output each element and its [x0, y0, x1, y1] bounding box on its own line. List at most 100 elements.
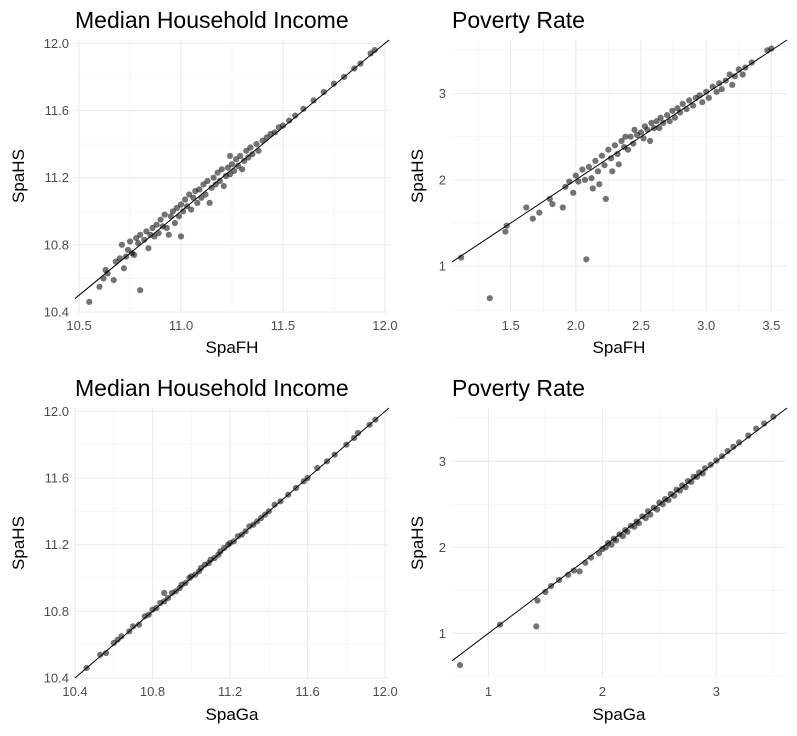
x-tick-label: 11.5: [271, 318, 295, 333]
data-point: [118, 241, 125, 248]
data-point: [676, 487, 684, 494]
data-point: [703, 88, 710, 95]
data-point: [137, 231, 144, 238]
data-point: [204, 177, 211, 185]
data-point: [177, 201, 185, 208]
data-point: [182, 196, 189, 203]
x-tick-label: 2: [599, 684, 606, 699]
data-point: [271, 501, 278, 508]
x-tick-label: 11.2: [218, 684, 242, 699]
data-point: [131, 251, 138, 258]
y-tick-label: 12.0: [44, 36, 69, 51]
data-point: [624, 528, 631, 535]
panel-income-spaga: Median Household Income SpaGa SpaHS 10.4…: [9, 375, 398, 724]
data-point: [165, 231, 172, 238]
y-tick-label: 2: [439, 540, 446, 555]
data-point: [271, 129, 278, 136]
data-point: [730, 443, 737, 450]
y-tick-label: 3: [439, 86, 446, 101]
data-point: [163, 224, 170, 232]
y-tick-label: 3: [439, 454, 446, 469]
data-point: [212, 181, 219, 188]
grid: [75, 40, 389, 313]
data-point: [611, 142, 619, 149]
data-point: [456, 662, 464, 669]
y-axis-title: SpaHS: [9, 516, 28, 570]
data-point: [241, 157, 248, 164]
data-point: [598, 152, 606, 159]
data-point: [239, 166, 246, 173]
data-point: [314, 464, 321, 472]
data-point: [127, 238, 134, 245]
x-tick-label: 3.0: [697, 318, 715, 333]
data-point: [601, 162, 608, 169]
data-point: [523, 204, 530, 211]
data-point: [770, 413, 777, 420]
data-point: [699, 99, 706, 106]
x-tick-label: 11.0: [169, 318, 193, 333]
data-point: [736, 439, 743, 446]
data-point: [300, 105, 307, 112]
data-points: [86, 47, 378, 305]
y-tick-label: 11.2: [45, 537, 69, 552]
data-point: [631, 126, 638, 133]
data-point: [583, 256, 590, 263]
x-tick-label: 2.5: [632, 318, 650, 333]
y-tick-label: 10.4: [44, 671, 69, 686]
data-point: [576, 568, 583, 575]
reference-line: [451, 407, 788, 662]
data-point: [581, 176, 589, 183]
x-axis-title: SpaFH: [593, 338, 646, 357]
data-point: [677, 109, 684, 116]
data-point: [118, 633, 125, 640]
data-point: [120, 265, 127, 272]
data-point: [247, 144, 254, 151]
data-point: [542, 588, 549, 596]
data-point: [533, 623, 540, 630]
data-point: [153, 221, 160, 228]
data-point: [688, 478, 695, 485]
data-point: [486, 295, 493, 302]
data-point: [354, 429, 362, 437]
grid: [452, 408, 787, 678]
data-point: [699, 470, 706, 477]
data-point: [549, 201, 556, 208]
reference-line: [74, 407, 390, 679]
data-point: [724, 447, 731, 455]
y-tick-label: 1: [439, 626, 446, 641]
data-point: [157, 216, 164, 223]
data-point: [135, 621, 143, 628]
panel-title: Poverty Rate: [452, 375, 585, 401]
data-point: [647, 511, 654, 518]
data-point: [653, 118, 660, 125]
data-point: [180, 208, 187, 215]
data-point: [141, 236, 148, 243]
data-point: [130, 623, 137, 630]
data-point: [619, 533, 627, 540]
data-point: [579, 166, 586, 173]
data-point: [194, 199, 201, 206]
data-point: [605, 146, 612, 153]
data-point: [587, 554, 595, 561]
data-point: [635, 520, 643, 527]
y-tick-label: 12.0: [44, 404, 69, 419]
x-tick-label: 1: [485, 684, 492, 699]
x-tick-label: 1.5: [502, 318, 520, 333]
data-point: [602, 195, 609, 202]
data-point: [596, 181, 603, 188]
data-point: [502, 228, 509, 235]
data-point: [622, 133, 629, 140]
data-point: [664, 112, 671, 119]
data-point: [575, 178, 582, 185]
data-point: [529, 215, 536, 222]
x-axis-title: SpaGa: [593, 705, 646, 724]
data-point: [206, 199, 213, 206]
data-point: [177, 233, 185, 240]
data-point: [572, 172, 579, 179]
data-point: [224, 164, 231, 171]
data-point: [613, 537, 620, 544]
data-point: [137, 287, 144, 294]
data-point: [705, 94, 712, 101]
data-point: [726, 71, 733, 78]
data-point: [249, 151, 256, 158]
